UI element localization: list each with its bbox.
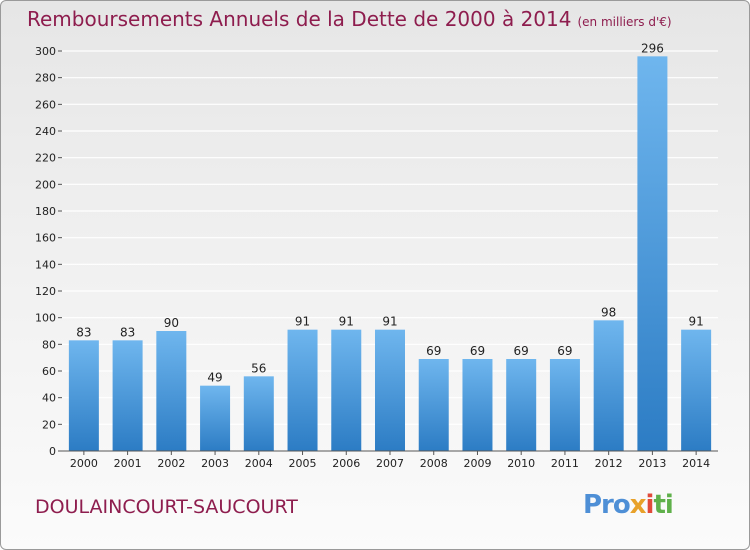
y-tick-label: 140 — [35, 258, 56, 271]
data-label-2002: 90 — [164, 316, 179, 330]
data-label-2010: 69 — [514, 344, 529, 358]
data-label-2000: 83 — [76, 325, 91, 339]
x-tick-label-2010: 2010 — [507, 457, 535, 470]
y-tick-label: 280 — [35, 72, 56, 85]
bar-2005 — [287, 329, 318, 451]
data-label-2006: 91 — [339, 315, 354, 329]
x-tick-label-2002: 2002 — [157, 457, 185, 470]
proxiti-logo[interactable]: Proxiti — [583, 490, 674, 520]
y-tick-label: 260 — [35, 98, 56, 111]
y-axis-ticks: 0 20 40 60 80 100 120 140 160 180 200 220 240 260 280 3… — [35, 45, 62, 458]
x-tick-label-2012: 2012 — [595, 457, 623, 470]
data-labels: 83 83 90 49 56 91 91 91 69 69 69 69 98 296 91 — [76, 41, 704, 384]
y-tick-label: 100 — [35, 312, 56, 325]
y-tick-label: 80 — [42, 338, 56, 351]
x-tick-label-2011: 2011 — [551, 457, 579, 470]
x-tick-label-2013: 2013 — [638, 457, 666, 470]
data-label-2007: 91 — [382, 315, 397, 329]
data-label-2013: 296 — [641, 41, 664, 55]
bar-2010 — [506, 359, 537, 451]
bar-2012 — [593, 320, 624, 451]
logo-part-1: Pro — [583, 490, 631, 520]
x-tick-label-2014: 2014 — [682, 457, 710, 470]
y-tick-label: 180 — [35, 205, 56, 218]
bar-2006 — [331, 329, 362, 451]
bar-2013 — [637, 56, 668, 451]
y-tick-label: 40 — [42, 392, 56, 405]
x-tick-label-2006: 2006 — [332, 457, 360, 470]
x-tick-label-2001: 2001 — [114, 457, 142, 470]
y-tick-label: 220 — [35, 152, 56, 165]
chart-title: Remboursements Annuels de la Dette de 20… — [27, 7, 572, 31]
data-label-2014: 91 — [688, 315, 703, 329]
bar-2008 — [418, 359, 449, 451]
chart-title-block: Remboursements Annuels de la Dette de 20… — [27, 7, 672, 31]
chart-subtitle: (en milliers d'€) — [577, 15, 672, 29]
x-tick-label-2009: 2009 — [463, 457, 491, 470]
data-label-2009: 69 — [470, 344, 485, 358]
x-tick-label-2000: 2000 — [70, 457, 98, 470]
data-label-2012: 98 — [601, 305, 616, 319]
bar-2003 — [200, 385, 231, 451]
logo-part-4: ti — [653, 490, 673, 520]
bar-2014 — [681, 329, 712, 451]
y-tick-label: 20 — [42, 418, 56, 431]
logo-part-2: x — [629, 490, 647, 520]
commune-name: DOULAINCOURT-SAUCOURT — [35, 496, 298, 518]
y-tick-label: 300 — [35, 45, 56, 58]
bar-2000 — [68, 340, 99, 451]
logo-part-3: i — [645, 490, 655, 520]
x-axis-ticks: 2000 2001 2002 2003 2004 2005 2006 2007 2008 2009… — [70, 451, 710, 470]
data-label-2003: 49 — [207, 371, 222, 385]
y-tick-label: 200 — [35, 178, 56, 191]
x-tick-label-2005: 2005 — [289, 457, 317, 470]
x-tick-label-2003: 2003 — [201, 457, 229, 470]
x-tick-label-2008: 2008 — [420, 457, 448, 470]
x-tick-label-2007: 2007 — [376, 457, 404, 470]
y-tick-label: 160 — [35, 232, 56, 245]
x-tick-label-2004: 2004 — [245, 457, 273, 470]
y-tick-label: 0 — [49, 445, 56, 458]
y-tick-label: 60 — [42, 365, 56, 378]
data-label-2004: 56 — [251, 361, 266, 375]
data-label-2001: 83 — [120, 325, 135, 339]
bar-2001 — [112, 340, 143, 451]
data-label-2008: 69 — [426, 344, 441, 358]
data-label-2011: 69 — [557, 344, 572, 358]
bar-2011 — [549, 359, 580, 451]
bar-series — [68, 56, 712, 451]
y-tick-label: 240 — [35, 125, 56, 138]
bar-2004 — [243, 376, 274, 451]
bar-2009 — [462, 359, 493, 451]
bar-2007 — [375, 329, 405, 451]
bar-2002 — [156, 331, 187, 451]
data-label-2005: 91 — [295, 315, 310, 329]
y-tick-label: 120 — [35, 285, 56, 298]
